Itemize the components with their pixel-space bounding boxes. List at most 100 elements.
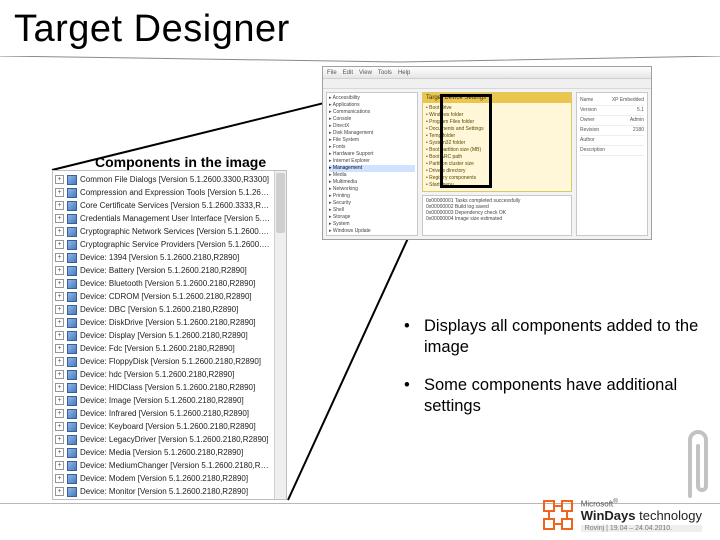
- browser-item[interactable]: ▸ Media: [329, 172, 415, 179]
- component-icon: [67, 448, 77, 458]
- tree-row[interactable]: +Device: Keyboard [Version 5.1.2600.2180…: [55, 420, 272, 433]
- expand-icon[interactable]: +: [55, 487, 64, 496]
- browser-item[interactable]: ▸ Console: [329, 116, 415, 123]
- browser-item[interactable]: ▸ Storage: [329, 214, 415, 221]
- expand-icon[interactable]: +: [55, 448, 64, 457]
- browser-item[interactable]: ▸ Hardware Support: [329, 151, 415, 158]
- property-key: Author: [580, 136, 595, 145]
- tree-row[interactable]: +Device: Infrared [Version 5.1.2600.2180…: [55, 407, 272, 420]
- browser-item[interactable]: ▸ Applications: [329, 102, 415, 109]
- menu-item[interactable]: View: [359, 70, 372, 76]
- browser-item[interactable]: ▸ DirectX: [329, 123, 415, 130]
- expand-icon[interactable]: +: [55, 201, 64, 210]
- component-icon: [67, 214, 77, 224]
- tree-row[interactable]: +Device: Monitor [Version 5.1.2600.2180,…: [55, 485, 272, 498]
- menu-item[interactable]: Edit: [343, 70, 353, 76]
- properties-pane: NameXP EmbeddedVersion5.1OwnerAdminRevis…: [576, 92, 648, 236]
- expand-icon[interactable]: +: [55, 370, 64, 379]
- tree-row[interactable]: +Compression and Expression Tools [Versi…: [55, 186, 272, 199]
- expand-icon[interactable]: +: [55, 383, 64, 392]
- expand-icon[interactable]: +: [55, 318, 64, 327]
- menu-item[interactable]: Help: [398, 70, 410, 76]
- menu-item[interactable]: Tools: [378, 70, 392, 76]
- tree-row[interactable]: +Cryptographic Service Providers [Versio…: [55, 238, 272, 251]
- expand-icon[interactable]: +: [55, 175, 64, 184]
- browser-item[interactable]: ▸ Fonts: [329, 144, 415, 151]
- tree-row[interactable]: +Device: Battery [Version 5.1.2600.2180,…: [55, 264, 272, 277]
- expand-icon[interactable]: +: [55, 435, 64, 444]
- browser-item[interactable]: ▸ Networking: [329, 186, 415, 193]
- tree-row[interactable]: +Device: DBC [Version 5.1.2600.2180,R289…: [55, 303, 272, 316]
- tree-item-label: Cryptographic Network Services [Version …: [80, 227, 272, 236]
- property-key: Description: [580, 146, 605, 155]
- browser-item[interactable]: ▸ Accessibility: [329, 95, 415, 102]
- browser-item[interactable]: ▸ Security: [329, 200, 415, 207]
- tree-row[interactable]: +Device: 1394 [Version 5.1.2600.2180,R28…: [55, 251, 272, 264]
- browser-item[interactable]: ▸ Printing: [329, 193, 415, 200]
- browser-item[interactable]: ▸ Internet Explorer: [329, 158, 415, 165]
- component-browser-pane[interactable]: ▸ Accessibility▸ Applications▸ Communica…: [326, 92, 418, 236]
- browser-item[interactable]: ▸ Disk Management: [329, 130, 415, 137]
- expand-icon[interactable]: +: [55, 188, 64, 197]
- tree-row[interactable]: +Device: Mouse [Version 5.1.2600.2180,R2…: [55, 498, 272, 500]
- browser-item[interactable]: ▸ Management: [329, 165, 415, 172]
- component-icon: [67, 357, 77, 367]
- bullet-marker: •: [404, 316, 424, 357]
- tree-row[interactable]: +Device: CDROM [Version 5.1.2600.2180,R2…: [55, 290, 272, 303]
- screenshot-body: ▸ Accessibility▸ Applications▸ Communica…: [323, 89, 651, 239]
- tree-row[interactable]: +Device: Image [Version 5.1.2600.2180,R2…: [55, 394, 272, 407]
- tree-row[interactable]: +Device: Fdc [Version 5.1.2600.2180,R289…: [55, 342, 272, 355]
- tree-item-label: Credentials Management User Interface [V…: [80, 214, 272, 223]
- tree-row[interactable]: + Device: Display [Version 5.1.2600.2180,…: [55, 329, 272, 342]
- expand-icon[interactable]: +: [55, 331, 64, 340]
- toolbar[interactable]: [323, 79, 651, 89]
- tree-row[interactable]: +Device: Media [Version 5.1.2600.2180,R2…: [55, 446, 272, 459]
- expand-icon[interactable]: +: [55, 396, 64, 405]
- expand-icon[interactable]: +: [55, 253, 64, 262]
- expand-icon[interactable]: +: [55, 357, 64, 366]
- expand-icon[interactable]: +: [55, 279, 64, 288]
- vertical-scrollbar[interactable]: [274, 171, 286, 499]
- property-row: NameXP Embedded: [580, 96, 644, 106]
- tree-row[interactable]: +Device: LegacyDriver [Version 5.1.2600.…: [55, 433, 272, 446]
- tree-item-label: Device: Display [Version 5.1.2600.2180,R…: [80, 331, 272, 340]
- menubar[interactable]: File Edit View Tools Help: [323, 67, 651, 79]
- tree-row[interactable]: +Device: Bluetooth [Version 5.1.2600.218…: [55, 277, 272, 290]
- browser-item[interactable]: ▸ Communications: [329, 109, 415, 116]
- tree-row[interactable]: +Device: DiskDrive [Version 5.1.2600.218…: [55, 316, 272, 329]
- menu-item[interactable]: File: [327, 70, 337, 76]
- tree-row[interactable]: +Device: MediumChanger [Version 5.1.2600…: [55, 459, 272, 472]
- tree-row[interactable]: +Device: HIDClass [Version 5.1.2600.2180…: [55, 381, 272, 394]
- expand-icon[interactable]: +: [55, 266, 64, 275]
- browser-item[interactable]: ▸ File System: [329, 137, 415, 144]
- expand-icon[interactable]: +: [55, 292, 64, 301]
- expand-icon[interactable]: +: [55, 344, 64, 353]
- expand-icon[interactable]: +: [55, 214, 64, 223]
- expand-icon[interactable]: +: [55, 305, 64, 314]
- browser-item[interactable]: ▸ System: [329, 221, 415, 228]
- components-tree-list[interactable]: +Common File Dialogs [Version 5.1.2600.3…: [53, 171, 274, 500]
- property-value: Admin: [630, 116, 644, 125]
- property-key: Owner: [580, 116, 595, 125]
- expand-icon[interactable]: +: [55, 227, 64, 236]
- expand-icon[interactable]: +: [55, 474, 64, 483]
- expand-icon[interactable]: +: [55, 240, 64, 249]
- expand-icon[interactable]: +: [55, 422, 64, 431]
- property-key: Version: [580, 106, 597, 115]
- tree-row[interactable]: + Credentials Management User Interface […: [55, 212, 272, 225]
- bullet-marker: •: [404, 375, 424, 416]
- browser-item[interactable]: ▸ Windows Update: [329, 228, 415, 235]
- tree-row[interactable]: +Core Certificate Services [Version 5.1.…: [55, 199, 272, 212]
- browser-item[interactable]: ▸ Multimedia: [329, 179, 415, 186]
- tree-row[interactable]: + Cryptographic Network Services [Version…: [55, 225, 272, 238]
- tree-row[interactable]: +Device: hdc [Version 5.1.2600.2180,R289…: [55, 368, 272, 381]
- browser-item[interactable]: ▸ Shell: [329, 207, 415, 214]
- expand-icon[interactable]: +: [55, 461, 64, 470]
- component-icon: [67, 487, 77, 497]
- bullet-text: Displays all components added to the ima…: [424, 316, 700, 357]
- expand-icon[interactable]: +: [55, 409, 64, 418]
- tree-row[interactable]: +Device: Modem [Version 5.1.2600.2180,R2…: [55, 472, 272, 485]
- component-icon: [67, 266, 77, 276]
- tree-row[interactable]: +Common File Dialogs [Version 5.1.2600.3…: [55, 173, 272, 186]
- tree-row[interactable]: +Device: FloppyDisk [Version 5.1.2600.21…: [55, 355, 272, 368]
